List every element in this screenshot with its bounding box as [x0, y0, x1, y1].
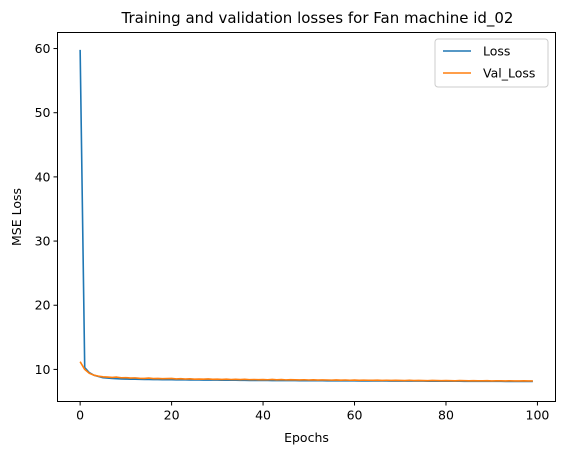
y-axis-ticks: 10 20 30 40 50 60	[35, 41, 58, 377]
y-tick-label: 30	[35, 234, 51, 249]
x-tick-label: 40	[255, 408, 271, 423]
x-tick-label: 0	[76, 408, 84, 423]
legend-label-loss: Loss	[483, 44, 510, 59]
y-tick-label: 50	[35, 105, 51, 120]
y-tick-label: 60	[35, 41, 51, 56]
x-tick-label: 60	[347, 408, 363, 423]
y-tick-label: 40	[35, 169, 51, 184]
legend-label-val-loss: Val_Loss	[483, 66, 535, 81]
plot-area	[57, 32, 556, 402]
legend: Loss Val_Loss	[434, 38, 549, 88]
x-tick-label: 20	[164, 408, 180, 423]
y-tick-label: 20	[35, 298, 51, 313]
y-axis-label: MSE Loss	[9, 188, 24, 246]
plot-frame	[57, 32, 556, 402]
chart-title: Training and validation losses for Fan m…	[121, 9, 514, 28]
series-line-val-loss	[79, 361, 533, 382]
x-tick-label: 80	[438, 408, 454, 423]
x-tick-label: 100	[526, 408, 550, 423]
x-axis-ticks: 0 20 40 60 80 100	[76, 401, 550, 423]
series-layer	[79, 49, 533, 383]
y-tick-label: 10	[35, 362, 51, 377]
x-axis-label: Epochs	[284, 430, 329, 445]
